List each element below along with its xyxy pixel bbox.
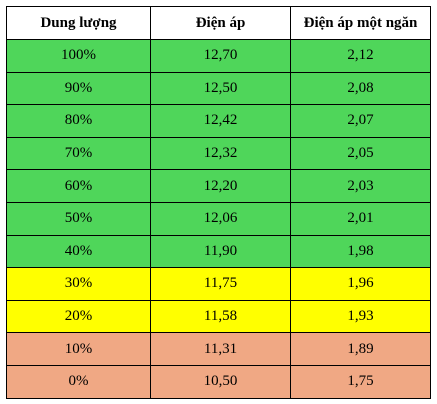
cell-capacity: 20% — [6, 299, 151, 334]
cell-cell-voltage: 1,75 — [290, 364, 431, 399]
cell-voltage: 10,50 — [150, 364, 291, 399]
cell-capacity: 10% — [6, 332, 151, 366]
table-row: 40% 11,90 1,98 — [6, 234, 431, 269]
cell-cell-voltage: 1,98 — [290, 234, 431, 269]
battery-voltage-table: Dung lượng Điện áp Điện áp một ngăn 100%… — [6, 6, 431, 399]
cell-capacity: 30% — [6, 267, 151, 301]
cell-cell-voltage: 2,05 — [290, 136, 431, 171]
cell-cell-voltage: 2,03 — [290, 169, 431, 203]
table-header-row: Dung lượng Điện áp Điện áp một ngăn — [6, 6, 431, 40]
cell-capacity: 60% — [6, 169, 151, 203]
cell-voltage: 12,70 — [150, 39, 291, 73]
table-row: 50% 12,06 2,01 — [6, 201, 431, 236]
header-capacity: Dung lượng — [6, 6, 151, 40]
cell-cell-voltage: 2,08 — [290, 71, 431, 106]
cell-voltage: 11,58 — [150, 299, 291, 334]
cell-capacity: 70% — [6, 136, 151, 171]
cell-voltage: 12,42 — [150, 104, 291, 138]
cell-cell-voltage: 1,89 — [290, 332, 431, 366]
cell-cell-voltage: 2,07 — [290, 104, 431, 138]
header-voltage: Điện áp — [150, 6, 291, 40]
table-row: 0% 10,50 1,75 — [6, 364, 431, 399]
cell-voltage: 12,06 — [150, 201, 291, 236]
table-row: 90% 12,50 2,08 — [6, 71, 431, 106]
cell-cell-voltage: 2,12 — [290, 39, 431, 73]
table-row: 70% 12,32 2,05 — [6, 136, 431, 171]
cell-voltage: 11,90 — [150, 234, 291, 269]
cell-capacity: 50% — [6, 201, 151, 236]
table-row: 10% 11,31 1,89 — [6, 332, 431, 366]
table-row: 30% 11,75 1,96 — [6, 267, 431, 301]
cell-voltage: 11,31 — [150, 332, 291, 366]
cell-voltage: 12,50 — [150, 71, 291, 106]
cell-cell-voltage: 1,93 — [290, 299, 431, 334]
table-row: 60% 12,20 2,03 — [6, 169, 431, 203]
cell-voltage: 12,20 — [150, 169, 291, 203]
cell-capacity: 80% — [6, 104, 151, 138]
header-cell-voltage: Điện áp một ngăn — [290, 6, 431, 40]
table-row: 100% 12,70 2,12 — [6, 39, 431, 73]
table-row: 80% 12,42 2,07 — [6, 104, 431, 138]
cell-voltage: 12,32 — [150, 136, 291, 171]
cell-voltage: 11,75 — [150, 267, 291, 301]
table-row: 20% 11,58 1,93 — [6, 299, 431, 334]
cell-capacity: 0% — [6, 364, 151, 399]
cell-capacity: 90% — [6, 71, 151, 106]
cell-capacity: 40% — [6, 234, 151, 269]
cell-cell-voltage: 2,01 — [290, 201, 431, 236]
cell-capacity: 100% — [6, 39, 151, 73]
cell-cell-voltage: 1,96 — [290, 267, 431, 301]
